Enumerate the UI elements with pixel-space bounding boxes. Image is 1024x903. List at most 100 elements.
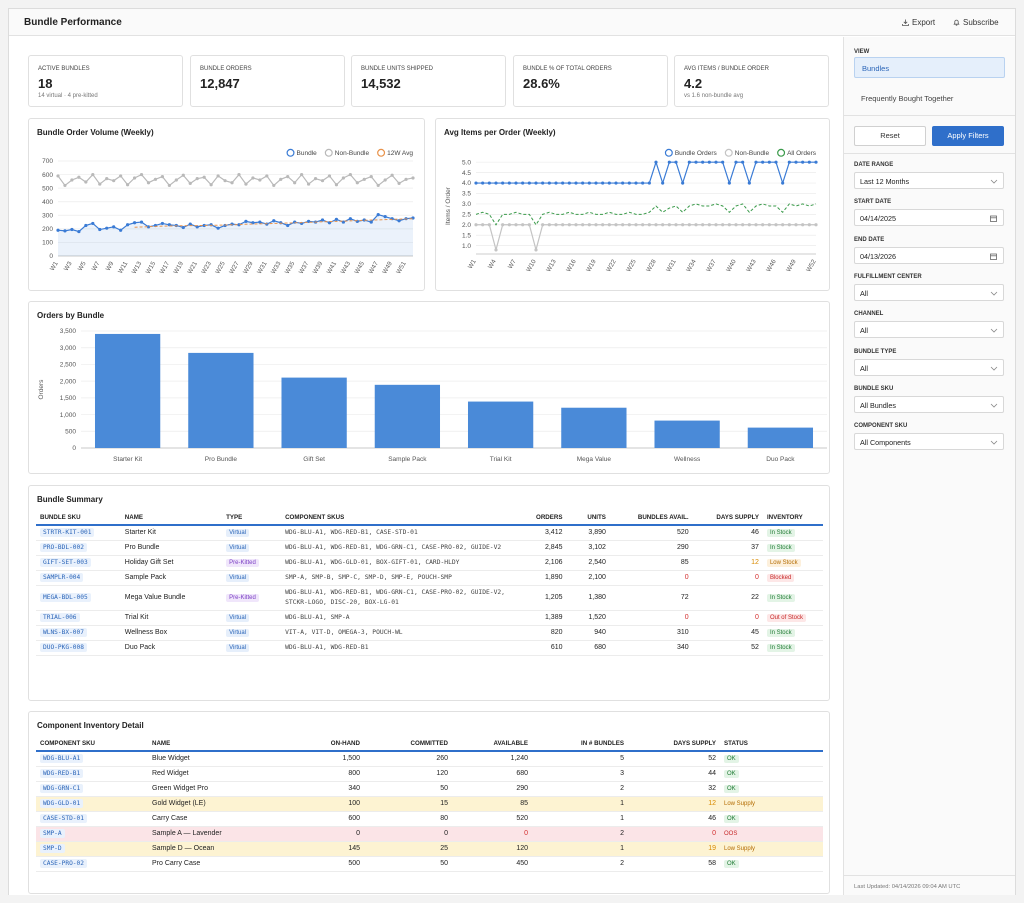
date-input[interactable]: 04/14/2025 xyxy=(854,209,1004,227)
point xyxy=(667,160,671,164)
point xyxy=(794,223,798,227)
view-option-selected[interactable]: Bundles xyxy=(854,57,1005,78)
subscribe-button[interactable]: Subscribe xyxy=(953,18,999,27)
table-cell: Low Supply xyxy=(720,841,823,857)
point xyxy=(139,220,144,224)
table-cell: Holiday Gift Set xyxy=(120,555,223,571)
export-button[interactable]: Export xyxy=(902,18,935,27)
point xyxy=(787,223,791,227)
point xyxy=(487,181,491,185)
chevron-icon xyxy=(990,403,998,408)
point xyxy=(376,183,380,188)
select[interactable]: All xyxy=(854,283,1004,301)
point xyxy=(714,160,718,164)
table-cell: 45 xyxy=(692,625,763,641)
table-cell: 2,100 xyxy=(566,570,610,586)
point xyxy=(521,223,525,227)
x-tick-label: W19 xyxy=(585,258,598,273)
header-row: BUNDLE SKU NAME TYPE COMPONENT SKUS ORDERS UN… xyxy=(36,511,823,526)
point xyxy=(355,181,359,185)
point xyxy=(807,160,811,164)
column-header: COMMITTED xyxy=(364,737,452,752)
table-cell: 1 xyxy=(532,841,628,857)
component-skus: VIT-A, VIT-D, OMEGA-3, POUCH-WL xyxy=(285,629,403,636)
table-cell: 0 xyxy=(692,570,763,586)
table-row: GIFT-SET-003 Holiday Gift Set Pre-Kitted WD… xyxy=(36,555,823,571)
y-axis-label: Items / Order xyxy=(445,186,452,225)
point xyxy=(91,172,95,177)
chart-title: Orders by Bundle xyxy=(37,311,105,320)
column-header: COMPONENT SKUS xyxy=(281,511,515,526)
point xyxy=(587,223,591,227)
point xyxy=(594,181,598,185)
select[interactable]: All Bundles xyxy=(854,395,1004,413)
table-cell: STRTR-KIT-001 xyxy=(36,525,121,541)
cell-text: 260 xyxy=(436,755,448,762)
inventory-badge: In Stock xyxy=(766,594,795,602)
filter-value: Last 12 Months xyxy=(860,177,910,186)
point xyxy=(527,181,531,185)
reset-button[interactable]: Reset xyxy=(854,126,926,146)
header: Bundle Performance Export Subscribe xyxy=(9,9,1015,36)
x-tick-label: W39 xyxy=(312,260,325,275)
table-cell: 610 xyxy=(514,640,567,656)
y-tick-label: 3.5 xyxy=(462,191,471,198)
point xyxy=(641,223,645,227)
select[interactable]: Last 12 Months xyxy=(854,172,1004,189)
select[interactable]: All xyxy=(854,358,1004,376)
point xyxy=(397,181,401,185)
cell-text: 610 xyxy=(550,644,563,651)
point xyxy=(521,181,525,185)
sku-chip: CASE-PRO-02 xyxy=(40,859,87,868)
cell-text: 0 xyxy=(444,830,448,837)
cell-text: 25 xyxy=(440,845,448,852)
table-cell: 12 xyxy=(628,796,720,812)
sku-chip: GIFT-SET-003 xyxy=(40,558,91,567)
point xyxy=(341,176,345,180)
table-cell: WDG-GLD-01 xyxy=(36,796,148,812)
x-tick-label: W25 xyxy=(214,260,227,275)
filter-label: DATE RANGE xyxy=(854,162,894,168)
column-header: NAME xyxy=(120,511,223,526)
view-label: VIEW xyxy=(854,49,870,55)
cell-text: 50 xyxy=(440,785,448,792)
table-cell: In Stock xyxy=(762,625,823,641)
y-tick-label: 0 xyxy=(72,445,76,452)
table-cell: PRO-BDL-002 xyxy=(36,540,121,556)
x-tick-label: W7 xyxy=(91,260,102,272)
date-input[interactable]: 04/13/2026 xyxy=(854,246,1004,264)
app-frame: Bundle Performance Export Subscribe ACTI… xyxy=(8,8,1016,895)
select[interactable]: All xyxy=(854,321,1004,339)
table-cell: 58 xyxy=(628,856,720,872)
x-tick-label: W9 xyxy=(105,260,116,272)
select[interactable]: All Components xyxy=(854,433,1004,451)
point xyxy=(767,160,771,164)
sku-chip: WDG-RED-B1 xyxy=(40,769,84,778)
column-header: DAYS SUPPLY xyxy=(692,511,763,526)
point xyxy=(754,160,758,164)
apply-button[interactable]: Apply Filters xyxy=(932,126,1004,146)
x-tick-label: W46 xyxy=(765,258,778,273)
x-tick-label: W49 xyxy=(381,260,394,275)
table-title: Bundle Summary xyxy=(37,495,103,504)
table-cell: WLNS-BX-007 xyxy=(36,625,121,641)
bar xyxy=(374,384,441,448)
series-line xyxy=(57,173,414,187)
cell-text: 600 xyxy=(348,815,360,822)
table-cell: Green Widget Pro xyxy=(148,781,268,797)
cell-text: 2,540 xyxy=(588,559,606,566)
series-area xyxy=(58,214,413,256)
cell-text: 145 xyxy=(348,845,360,852)
table-cell: WDG-BLU-A1, WDG-GLD-01, BOX-GIFT-01, CAR… xyxy=(281,555,515,571)
point xyxy=(251,176,255,180)
cell-text: 12 xyxy=(708,800,716,807)
point xyxy=(661,181,665,185)
x-tick-label: W40 xyxy=(725,258,738,273)
point xyxy=(174,178,178,182)
point xyxy=(601,181,605,185)
inventory-badge: Blocked xyxy=(766,574,795,582)
type-badge: Virtual xyxy=(226,529,250,537)
table-cell: Blue Widget xyxy=(148,751,268,767)
view-option[interactable]: Frequently Bought Together xyxy=(861,94,954,103)
y-tick-label: 500 xyxy=(42,185,53,192)
